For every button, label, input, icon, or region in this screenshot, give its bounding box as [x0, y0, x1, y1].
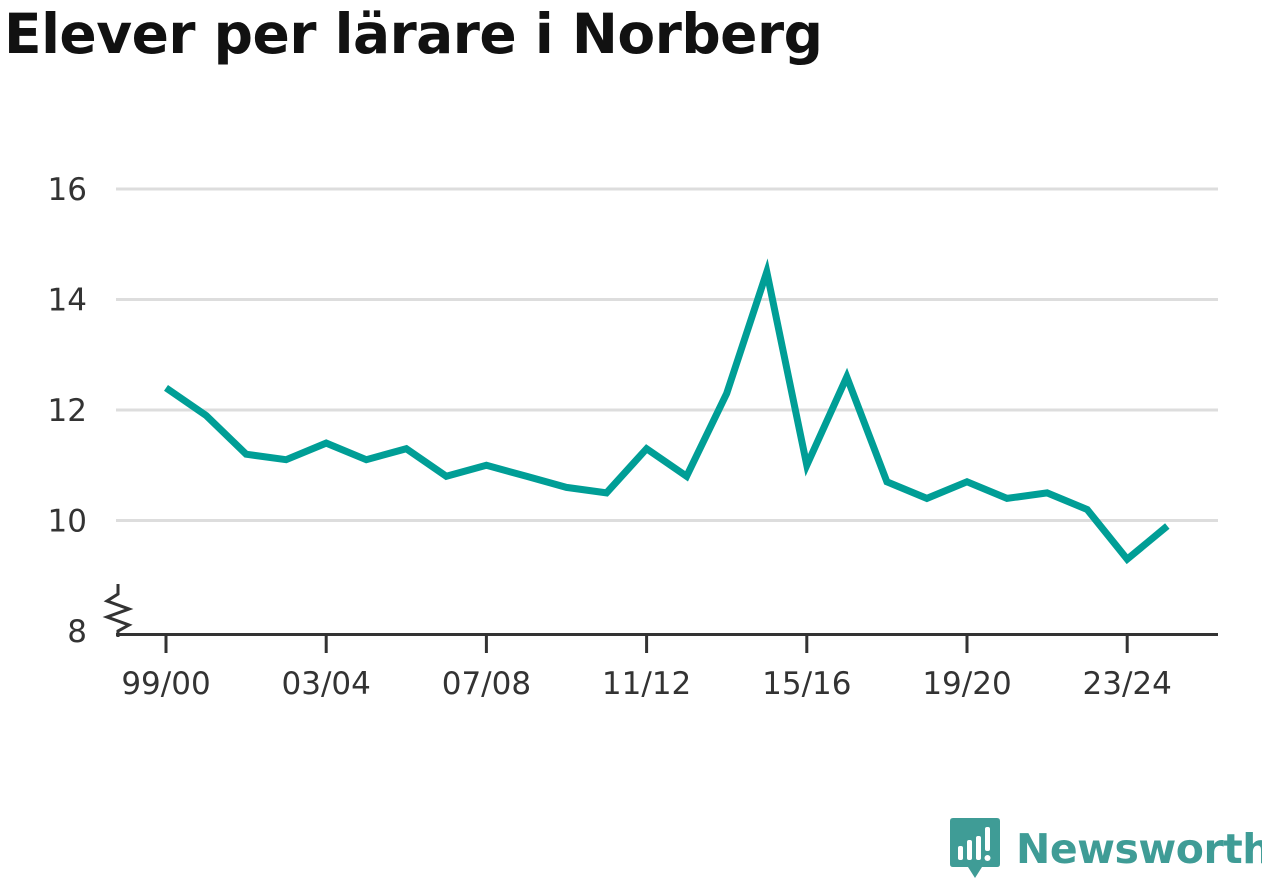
newsworthy-logo: Newsworthy [950, 818, 1262, 880]
x-tick-label: 11/12 [602, 666, 691, 702]
x-tick-label: 15/16 [762, 666, 851, 702]
y-tick-label: 8 [67, 614, 87, 650]
x-tick-label: 99/00 [121, 666, 210, 702]
y-axis-break [102, 584, 134, 637]
page-title: Elever per lärare i Norberg [4, 2, 823, 66]
brand-name: Newsworthy [1016, 825, 1262, 873]
y-tick-label: 14 [48, 283, 87, 319]
x-tick-label: 07/08 [442, 666, 531, 702]
gridlines [116, 187, 1218, 522]
series-line [164, 258, 1170, 565]
x-tick-label: 23/24 [1083, 666, 1172, 702]
y-axis-ticks: 8 10 12 14 16 [48, 172, 87, 650]
x-tick-label: 19/20 [922, 666, 1011, 702]
y-tick-label: 10 [48, 504, 87, 540]
y-tick-label: 16 [48, 172, 87, 208]
chart-bubble-icon [950, 818, 1000, 878]
y-tick-label: 12 [48, 393, 87, 429]
x-tick-label: 03/04 [282, 666, 371, 702]
x-axis-ticks: 99/00 03/04 07/08 11/12 15/16 19/20 23/24 [121, 636, 1172, 702]
axis-break-mark [102, 584, 134, 637]
series-lines [164, 258, 1170, 565]
